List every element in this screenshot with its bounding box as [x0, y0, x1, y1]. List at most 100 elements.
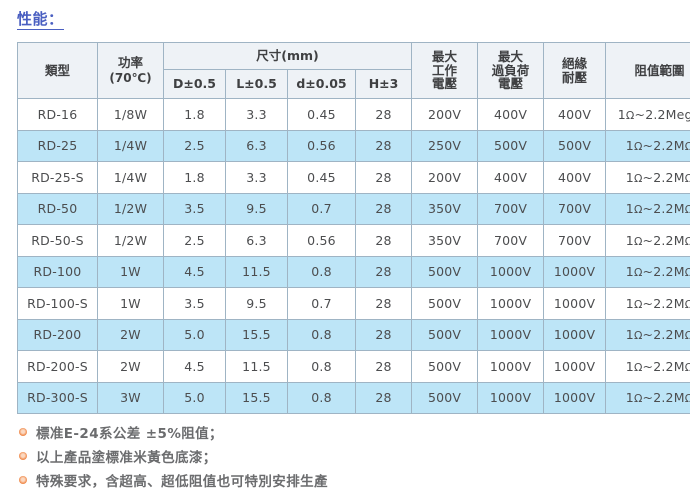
note-text: 以上產品塗標准米黃色底漆；: [36, 450, 217, 466]
specification-table: 類型 功率 (70℃) 尺寸(mm) 最大 工作 電壓 最大 過負荷 電壓: [17, 42, 690, 414]
cell-power: 2W: [97, 318, 164, 351]
cell-dd: 0.7: [287, 287, 356, 320]
cell-insulation: 500V: [543, 129, 607, 162]
cell-resistance-range: 1Ω~2.2MΩ: [605, 129, 690, 162]
cell-power: 1/4W: [97, 129, 164, 162]
cell-d: 4.5: [163, 255, 226, 288]
max-overload-voltage-line-2: 過負荷: [491, 62, 530, 78]
cell-h: 28: [354, 350, 413, 383]
cell-type: RD-100-S: [17, 287, 98, 320]
cell-l: 6.3: [225, 129, 288, 162]
cell-h: 28: [354, 161, 413, 194]
cell-d: 1.8: [163, 98, 226, 131]
note-text: 標准E-24系公差 ±5%阻值；: [36, 426, 223, 442]
cell-max-overload: 1000V: [477, 318, 545, 351]
cell-type: RD-200: [17, 318, 98, 351]
cell-resistance-range: 1Ω~2.2MΩ: [605, 224, 690, 257]
cell-dd: 0.45: [287, 98, 356, 131]
cell-insulation: 1000V: [543, 318, 607, 351]
cell-type: RD-25: [17, 129, 98, 162]
column-header-size-group: 尺寸(mm): [162, 42, 413, 70]
cell-type: RD-100: [17, 255, 98, 288]
page-title: 性能：: [17, 10, 64, 30]
cell-power: 1/2W: [97, 224, 164, 257]
cell-dd: 0.8: [287, 350, 356, 383]
column-header-power: 功率 (70℃): [97, 42, 164, 99]
cell-resistance-range: 1Ω~2.2MΩ: [605, 287, 690, 320]
cell-max-working: 500V: [411, 350, 479, 383]
cell-power: 1/2W: [97, 192, 164, 225]
cell-insulation: 1000V: [543, 255, 607, 288]
max-working-voltage-line-1: 最大: [432, 49, 458, 65]
table-row: RD-25 1/4W 2.5 6.3 0.56 28 250V 500V 500V 1Ω~2.2M…: [17, 129, 690, 162]
cell-type: RD-200-S: [17, 350, 98, 383]
cell-h: 28: [354, 381, 413, 414]
cell-max-overload: 1000V: [477, 255, 545, 288]
cell-max-working: 500V: [411, 255, 479, 288]
table-row: RD-50 1/2W 3.5 9.5 0.7 28 350V 700V 700V 1Ω~2.2MΩ: [17, 192, 690, 225]
cell-max-working: 350V: [411, 224, 479, 257]
cell-max-working: 500V: [411, 318, 479, 351]
insulation-voltage-line-1: 絕緣: [562, 56, 588, 71]
cell-l: 9.5: [225, 287, 288, 320]
cell-max-working: 200V: [411, 161, 479, 194]
circle-bullet-icon: [19, 476, 27, 484]
cell-resistance-range: 1Ω~2.2MΩ: [605, 192, 690, 225]
cell-d: 3.5: [163, 192, 226, 225]
table-header-row-2: D±0.5 L±0.5 d±0.05 H±3: [18, 69, 690, 99]
table-row: RD-50-S 1/2W 2.5 6.3 0.56 28 350V 700V 700V 1Ω~2.…: [17, 224, 690, 257]
cell-resistance-range: 1Ω~2.2MΩ: [605, 350, 690, 383]
cell-h: 28: [354, 255, 413, 288]
cell-power: 3W: [97, 381, 164, 414]
cell-dd: 0.56: [287, 129, 356, 162]
column-header-insulation-voltage: 絕緣 耐壓: [543, 42, 607, 99]
cell-max-overload: 400V: [477, 98, 545, 131]
cell-type: RD-300-S: [17, 381, 98, 414]
cell-max-working: 250V: [411, 129, 479, 162]
cell-type: RD-16: [17, 98, 98, 131]
table-row: RD-16 1/8W 1.8 3.3 0.45 28 200V 400V 400V 1Ω~2.2M…: [17, 98, 690, 131]
spec-table-container: 類型 功率 (70℃) 尺寸(mm) 最大 工作 電壓 最大 過負荷 電壓: [17, 42, 690, 414]
notes-list: 標准E-24系公差 ±5%阻值； 以上產品塗標准米黃色底漆； 特殊要求，含超高、超低…: [18, 420, 658, 492]
cell-h: 28: [354, 98, 413, 131]
cell-max-working: 500V: [411, 381, 479, 414]
column-header-type-label: 類型: [44, 62, 70, 78]
cell-insulation: 1000V: [543, 350, 607, 383]
cell-insulation: 1000V: [543, 287, 607, 320]
column-header-size-d: D±0.5: [163, 69, 226, 99]
cell-max-overload: 1000V: [477, 350, 545, 383]
cell-type: RD-25-S: [17, 161, 98, 194]
max-overload-voltage-line-3: 電壓: [498, 76, 524, 92]
cell-max-overload: 500V: [477, 129, 545, 162]
column-header-size-dd: d±0.05: [287, 69, 356, 99]
cell-h: 28: [354, 192, 413, 225]
cell-insulation: 400V: [543, 98, 607, 131]
cell-l: 11.5: [225, 350, 288, 383]
cell-l: 15.5: [225, 381, 288, 414]
note-item: 特殊要求，含超高、超低阻值也可特別安排生產: [18, 468, 658, 492]
cell-max-working: 200V: [411, 98, 479, 131]
max-working-voltage-line-2: 工作: [432, 62, 458, 78]
cell-max-working: 350V: [411, 192, 479, 225]
table-header-row-1: 類型 功率 (70℃) 尺寸(mm) 最大 工作 電壓 最大 過負荷 電壓: [17, 42, 690, 99]
cell-power: 1W: [97, 287, 164, 320]
cell-max-overload: 1000V: [477, 381, 545, 414]
column-header-max-working-voltage: 最大 工作 電壓: [411, 42, 479, 99]
cell-h: 28: [354, 318, 413, 351]
cell-dd: 0.8: [287, 255, 356, 288]
cell-d: 3.5: [163, 287, 226, 320]
table-body: RD-16 1/8W 1.8 3.3 0.45 28 200V 400V 400V 1Ω~2.2M…: [17, 98, 690, 414]
cell-h: 28: [354, 129, 413, 162]
cell-h: 28: [354, 224, 413, 257]
circle-bullet-icon: [19, 428, 27, 436]
cell-max-working: 500V: [411, 287, 479, 320]
cell-h: 28: [354, 287, 413, 320]
cell-max-overload: 400V: [477, 161, 545, 194]
column-header-resistance-range-label: 阻值範圍: [634, 62, 685, 78]
cell-resistance-range: 1Ω~2.2MΩ: [605, 161, 690, 194]
note-item: 以上產品塗標准米黃色底漆；: [18, 444, 658, 468]
column-header-size-h: H±3: [354, 69, 413, 99]
cell-resistance-range: 1Ω~2.2MΩ: [605, 318, 690, 351]
cell-insulation: 400V: [543, 161, 607, 194]
insulation-voltage-line-2: 耐壓: [562, 69, 588, 85]
